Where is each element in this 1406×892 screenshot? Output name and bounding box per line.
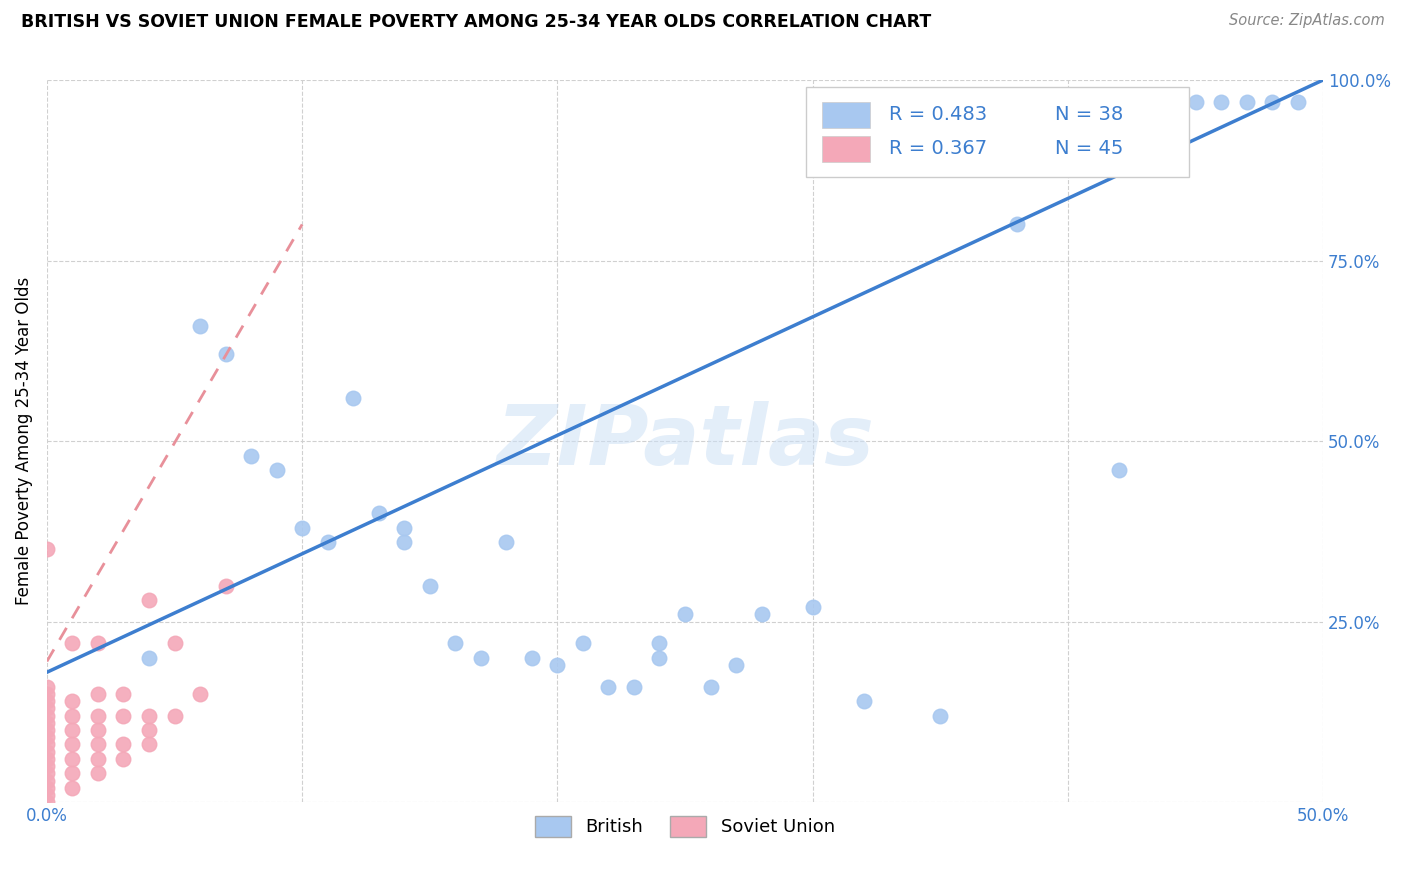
Point <box>35 715 58 730</box>
Point <box>138 723 160 737</box>
Y-axis label: Female Poverty Among 25-34 Year Olds: Female Poverty Among 25-34 Year Olds <box>15 277 32 606</box>
Point <box>444 636 467 650</box>
FancyBboxPatch shape <box>806 87 1189 178</box>
Point <box>138 738 160 752</box>
Point <box>546 658 568 673</box>
Point <box>62 694 84 708</box>
Point <box>1261 95 1284 109</box>
Point <box>112 752 135 766</box>
Point <box>648 650 671 665</box>
Point <box>1159 95 1181 109</box>
Point <box>35 759 58 773</box>
Point <box>35 687 58 701</box>
Point <box>87 738 110 752</box>
Point <box>35 701 58 715</box>
Point <box>1133 95 1156 109</box>
Point <box>62 766 84 780</box>
Point <box>87 687 110 701</box>
Point <box>648 636 671 650</box>
Point <box>163 636 186 650</box>
Point <box>35 694 58 708</box>
Point <box>35 680 58 694</box>
Point <box>1236 95 1258 109</box>
Point <box>1184 95 1206 109</box>
Point <box>495 535 517 549</box>
Point <box>35 708 58 723</box>
Point <box>342 391 364 405</box>
Point <box>394 521 416 535</box>
Point <box>699 680 721 694</box>
Text: N = 45: N = 45 <box>1054 139 1123 158</box>
Point <box>852 694 875 708</box>
Point <box>751 607 773 622</box>
Point <box>112 708 135 723</box>
Point <box>188 318 211 333</box>
Point <box>1005 218 1028 232</box>
Point <box>188 687 211 701</box>
Point <box>291 521 314 535</box>
Text: BRITISH VS SOVIET UNION FEMALE POVERTY AMONG 25-34 YEAR OLDS CORRELATION CHART: BRITISH VS SOVIET UNION FEMALE POVERTY A… <box>21 13 931 31</box>
Point <box>35 788 58 802</box>
Text: R = 0.367: R = 0.367 <box>889 139 987 158</box>
Point <box>316 535 339 549</box>
Text: R = 0.483: R = 0.483 <box>889 105 987 124</box>
Point <box>35 731 58 745</box>
Point <box>419 578 441 592</box>
Point <box>214 347 236 361</box>
Text: ZIPatlas: ZIPatlas <box>496 401 875 482</box>
Point <box>35 738 58 752</box>
Point <box>62 780 84 795</box>
Point <box>35 780 58 795</box>
Point <box>35 752 58 766</box>
Point <box>367 507 389 521</box>
Text: N = 38: N = 38 <box>1054 105 1123 124</box>
Point <box>470 650 492 665</box>
FancyBboxPatch shape <box>821 136 870 161</box>
Point <box>87 723 110 737</box>
Point <box>929 708 952 723</box>
Point <box>138 708 160 723</box>
Point <box>35 745 58 759</box>
Point <box>87 752 110 766</box>
Point <box>35 723 58 737</box>
Point <box>35 773 58 788</box>
Legend: British, Soviet Union: British, Soviet Union <box>527 808 842 844</box>
Point <box>801 600 824 615</box>
Point <box>598 680 620 694</box>
Point <box>214 578 236 592</box>
Point <box>87 636 110 650</box>
Point <box>62 738 84 752</box>
Point <box>1286 95 1309 109</box>
Point <box>163 708 186 723</box>
FancyBboxPatch shape <box>821 102 870 128</box>
Point <box>266 463 288 477</box>
Point <box>62 723 84 737</box>
Point <box>62 708 84 723</box>
Point <box>1108 463 1130 477</box>
Point <box>572 636 595 650</box>
Point <box>35 542 58 557</box>
Point <box>725 658 748 673</box>
Point <box>394 535 416 549</box>
Text: Source: ZipAtlas.com: Source: ZipAtlas.com <box>1229 13 1385 29</box>
Point <box>112 687 135 701</box>
Point <box>35 766 58 780</box>
Point <box>87 766 110 780</box>
Point <box>62 752 84 766</box>
Point <box>623 680 645 694</box>
Point <box>240 449 263 463</box>
Point <box>520 650 543 665</box>
Point <box>1209 95 1232 109</box>
Point <box>35 795 58 809</box>
Point <box>62 636 84 650</box>
Point <box>138 650 160 665</box>
Point <box>87 708 110 723</box>
Point <box>112 738 135 752</box>
Point <box>673 607 696 622</box>
Point <box>138 593 160 607</box>
